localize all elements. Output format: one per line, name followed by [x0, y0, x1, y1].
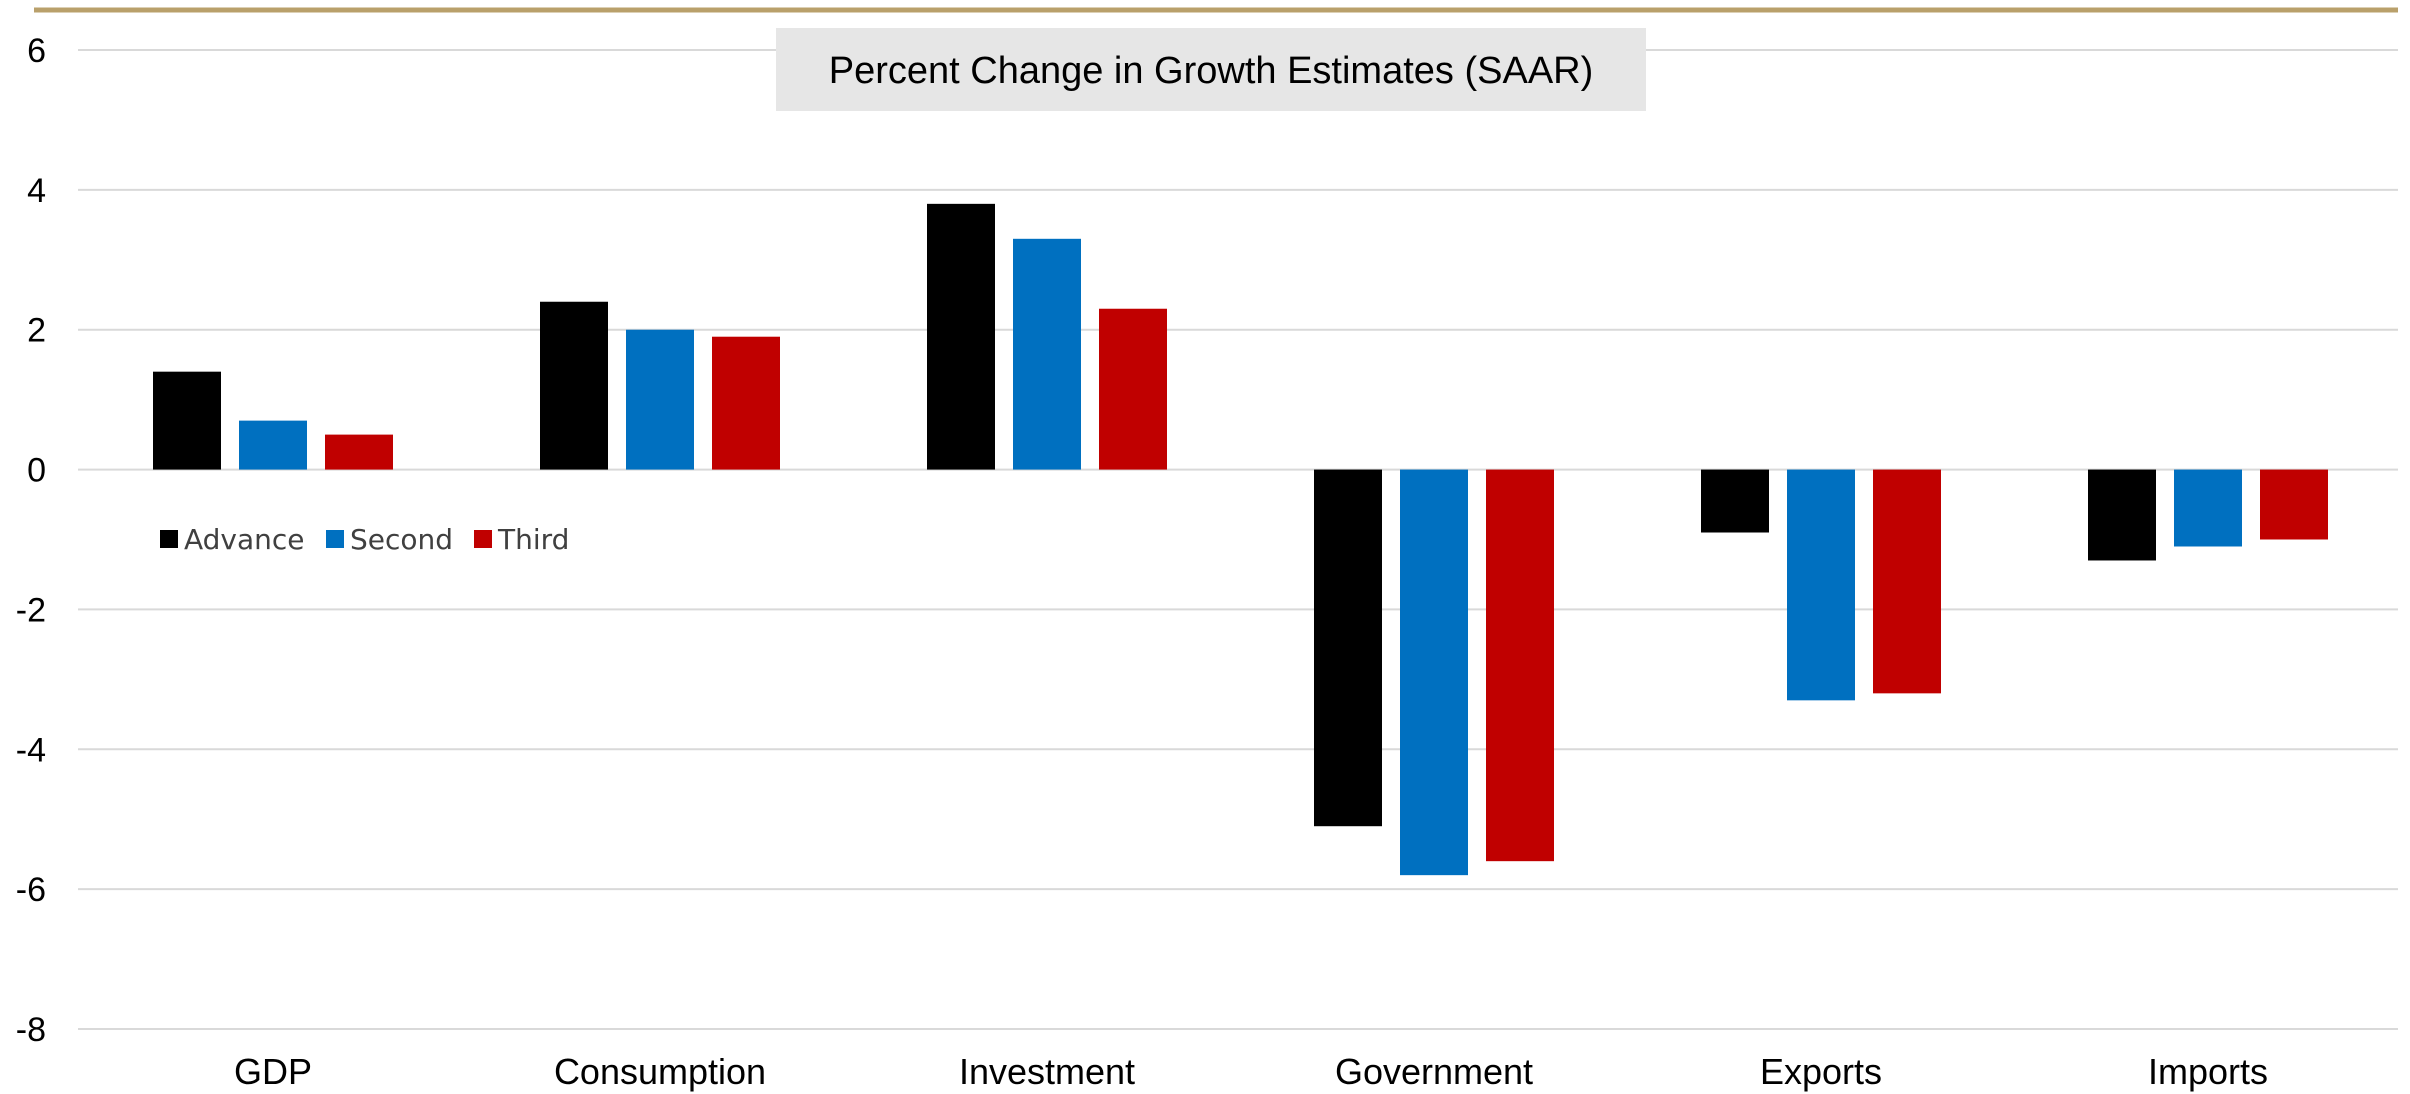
x-category-label: GDP — [234, 1051, 312, 1092]
x-category-label: Consumption — [554, 1051, 766, 1092]
bar-second-government — [1400, 469, 1468, 876]
bar-second-exports — [1787, 469, 1855, 701]
legend-swatch-third — [474, 530, 492, 548]
bar-third-imports — [2260, 469, 2328, 540]
y-tick-label: 6 — [27, 32, 46, 70]
x-category-label: Exports — [1760, 1051, 1882, 1092]
chart-title-box — [776, 28, 1646, 111]
legend-swatch-second — [326, 530, 344, 548]
y-tick-label: 0 — [27, 452, 46, 490]
legend-swatch-advance — [160, 530, 178, 548]
y-tick-label: 2 — [27, 312, 46, 350]
y-axis-ticks: 6 4 2 0 -2 -4 -6 -8 — [16, 32, 46, 1049]
bar-third-investment — [1099, 308, 1167, 470]
bar-third-government — [1486, 469, 1554, 862]
y-tick-label: -8 — [16, 1011, 46, 1049]
chart-title: Percent Change in Growth Estimates (SAAR… — [776, 28, 1646, 111]
chart-title-text: Percent Change in Growth Estimates (SAAR… — [829, 50, 1594, 92]
bars — [153, 203, 2328, 876]
y-tick-label: 4 — [27, 172, 46, 210]
bar-advance-government — [1314, 469, 1382, 827]
x-axis-labels: GDP Consumption Investment Government Export… — [234, 1051, 2268, 1092]
bar-second-consumption — [626, 329, 694, 470]
y-tick-label: -4 — [16, 731, 46, 769]
legend-label-third: Third — [497, 523, 569, 556]
bar-advance-gdp — [153, 371, 221, 470]
bar-advance-consumption — [540, 301, 608, 470]
bar-advance-imports — [2088, 469, 2156, 561]
x-category-label: Imports — [2148, 1051, 2268, 1092]
bar-advance-investment — [927, 203, 995, 470]
legend: Advance Second Third — [160, 523, 569, 556]
bar-third-exports — [1873, 469, 1941, 694]
y-tick-label: -6 — [16, 871, 46, 909]
y-tick-label: -2 — [16, 591, 46, 629]
bar-advance-exports — [1701, 469, 1769, 533]
bar-third-gdp — [325, 434, 393, 470]
x-category-label: Government — [1335, 1051, 1533, 1092]
bar-second-gdp — [239, 420, 307, 470]
bar-second-investment — [1013, 238, 1081, 470]
bar-third-consumption — [712, 336, 780, 470]
legend-label-second: Second — [350, 523, 453, 556]
x-category-label: Investment — [959, 1051, 1135, 1092]
gridlines — [78, 49, 2398, 1030]
legend-label-advance: Advance — [184, 523, 305, 556]
bar-second-imports — [2174, 469, 2242, 547]
